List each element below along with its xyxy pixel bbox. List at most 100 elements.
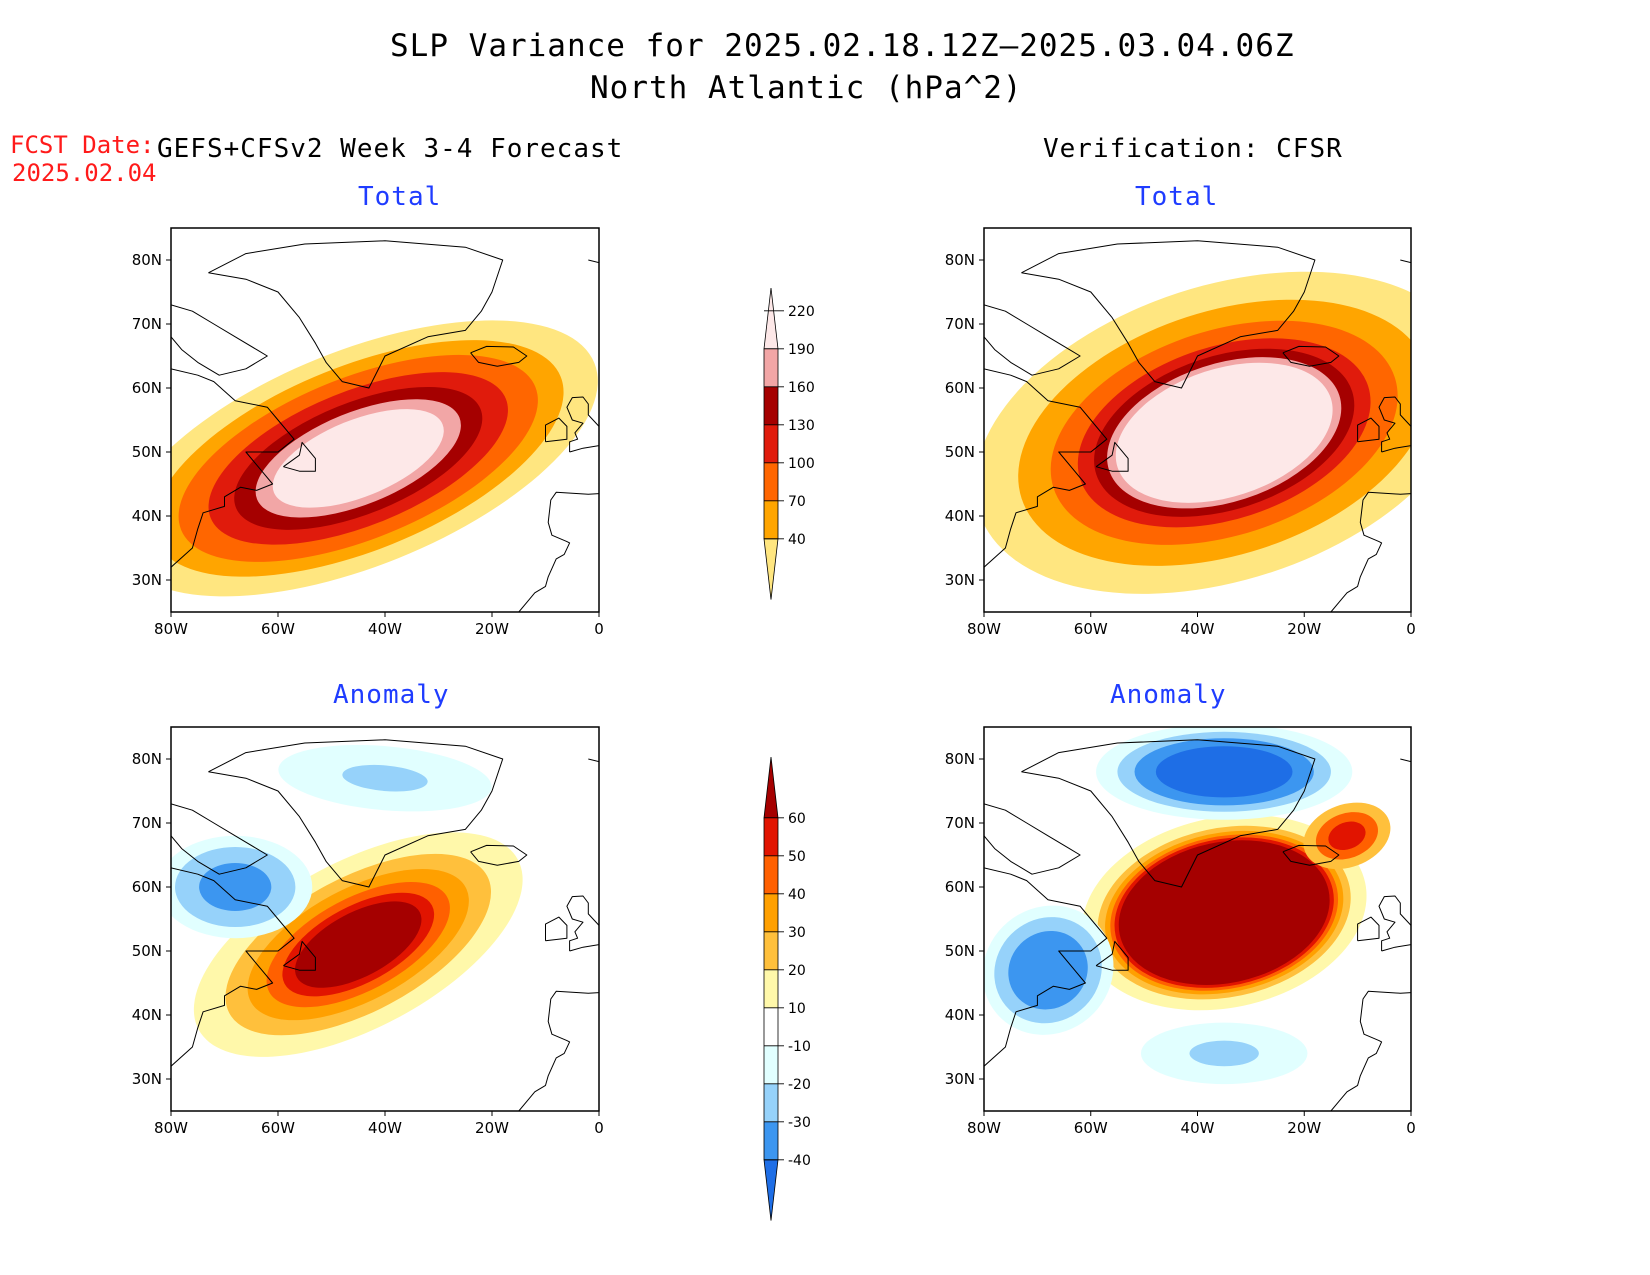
coastline-2 [1095, 940, 1129, 971]
coastline-1 [171, 368, 295, 568]
lat-tick-label: 40N [132, 507, 162, 525]
lat-tick-label: 40N [945, 507, 975, 525]
coastlines [171, 739, 599, 1111]
colorbar-box [764, 931, 778, 970]
main-contour-6 [272, 409, 444, 508]
colorbar-box [764, 500, 778, 539]
colorbar-label: 220 [788, 304, 815, 320]
coastline-0 [1021, 739, 1316, 888]
colorbar-box [764, 424, 778, 463]
coastline-0 [1021, 240, 1316, 389]
lon-tick-label: 0 [594, 1119, 604, 1137]
coastlines [171, 240, 599, 612]
coastline-8 [598, 880, 599, 881]
coastline-1 [171, 867, 295, 1067]
colorbar-label: 40 [788, 532, 806, 548]
lon-tick-label: 40W [368, 1119, 402, 1137]
colorbar-box [764, 1083, 778, 1122]
coastline-4 [470, 844, 528, 866]
lat-tick-label: 50N [132, 942, 162, 960]
coastline-9 [588, 259, 599, 264]
map-panel-forecast-anomaly: 80W 60W 40W 20W 0 30N 40N 50N 60N 70N 80N [132, 726, 604, 1137]
lat-tick-label: 30N [945, 1070, 975, 1088]
lon-tick-label: 80W [154, 1119, 188, 1137]
colorbar-label: -20 [788, 1077, 811, 1093]
lon-tick-label: 60W [1074, 620, 1108, 638]
lat-tick-label: 60N [132, 878, 162, 896]
lon-tick-label: 40W [1181, 1119, 1215, 1137]
coastline-8 [1410, 381, 1411, 382]
lat-tick-label: 70N [132, 315, 162, 333]
lat-tick-label: 30N [132, 1070, 162, 1088]
lat-tick-label: 40N [132, 1006, 162, 1024]
lon-tick-label: 80W [967, 620, 1001, 638]
coastline-2 [283, 441, 316, 472]
colorbar-label: 50 [788, 849, 806, 865]
neg-1-contour-1 [342, 764, 428, 792]
coastline-5 [566, 396, 599, 453]
colorbar-label: 70 [788, 494, 806, 510]
verification-column-title: Verification: CFSR [1043, 134, 1343, 164]
lat-tick-label: 80N [132, 251, 162, 269]
coastline-9 [1400, 259, 1411, 264]
colorbar-label: -10 [788, 1039, 811, 1055]
colorbar-box [764, 386, 778, 425]
coastline-6 [1357, 417, 1380, 443]
figure-title-line1: SLP Variance for 2025.02.18.12Z–2025.03.… [390, 28, 1295, 64]
lon-tick-label: 0 [1406, 620, 1416, 638]
panel-title-verif-anomaly: Anomaly [1110, 680, 1227, 710]
field-shading [984, 228, 1411, 612]
coastline-8 [598, 381, 599, 382]
lon-tick-label: 20W [475, 620, 509, 638]
colorbar-label: 130 [788, 418, 815, 434]
neg-0-contour-2 [199, 863, 272, 911]
coastline-5 [566, 895, 599, 952]
lat-tick-label: 40N [945, 1006, 975, 1024]
lon-tick-label: 40W [1181, 620, 1215, 638]
colorbar-box [764, 969, 778, 1008]
coastline-0 [208, 240, 504, 389]
coastline-5 [1378, 895, 1411, 952]
colorbar-label: -40 [788, 1153, 811, 1169]
lat-tick-label: 60N [945, 379, 975, 397]
lat-tick-label: 50N [132, 443, 162, 461]
colorbar-label: 100 [788, 456, 815, 472]
lon-tick-label: 40W [368, 620, 402, 638]
colorbar-total: 40 70 100 130 160 190 220 [763, 287, 815, 600]
lat-tick-label: 30N [132, 571, 162, 589]
coastline-9 [1400, 758, 1411, 763]
figure-title-line2: North Atlantic (hPa^2) [590, 70, 1023, 106]
map-panel-verif-anomaly: 80W 60W 40W 20W 0 30N 40N 50N 60N 70N 80N [945, 726, 1416, 1137]
panel-title-forecast-anomaly: Anomaly [333, 680, 450, 710]
colorbar-label: 160 [788, 380, 815, 396]
lat-tick-label: 50N [945, 443, 975, 461]
lon-tick-label: 20W [1287, 620, 1321, 638]
fcst-date-label: FCST Date: [10, 131, 155, 159]
lon-tick-label: 60W [261, 1119, 295, 1137]
neg-2-contour-1 [1189, 1040, 1259, 1067]
colorbar-bottom-arrow [763, 1159, 779, 1221]
coastline-7 [1330, 990, 1411, 1111]
colorbar-box [764, 1045, 778, 1084]
coastline-3 [171, 304, 268, 376]
lon-tick-label: 60W [261, 620, 295, 638]
lon-tick-label: 20W [1287, 1119, 1321, 1137]
map-panel-forecast-total: 80W 60W 40W 20W 0 30N 40N 50N 60N 70N 80N [132, 227, 604, 638]
coastline-1 [984, 867, 1108, 1067]
coastline-4 [1282, 345, 1340, 367]
colorbar-anomaly: -40 -30 -20 -10 10 20 30 40 50 60 [763, 756, 811, 1221]
lon-tick-label: 0 [1406, 1119, 1416, 1137]
lon-tick-label: 20W [475, 1119, 509, 1137]
colorbar-box [764, 893, 778, 932]
colorbar-bottom-arrow [763, 538, 779, 600]
coastline-9 [588, 758, 599, 763]
colorbar-label: 20 [788, 963, 806, 979]
lat-tick-label: 30N [945, 571, 975, 589]
coastline-3 [171, 803, 268, 875]
lat-tick-label: 70N [132, 814, 162, 832]
colorbar-box [764, 817, 778, 856]
coastlines [984, 240, 1411, 612]
colorbar-label: 60 [788, 811, 806, 827]
field-shading [984, 727, 1411, 1111]
coastline-7 [1330, 491, 1411, 612]
